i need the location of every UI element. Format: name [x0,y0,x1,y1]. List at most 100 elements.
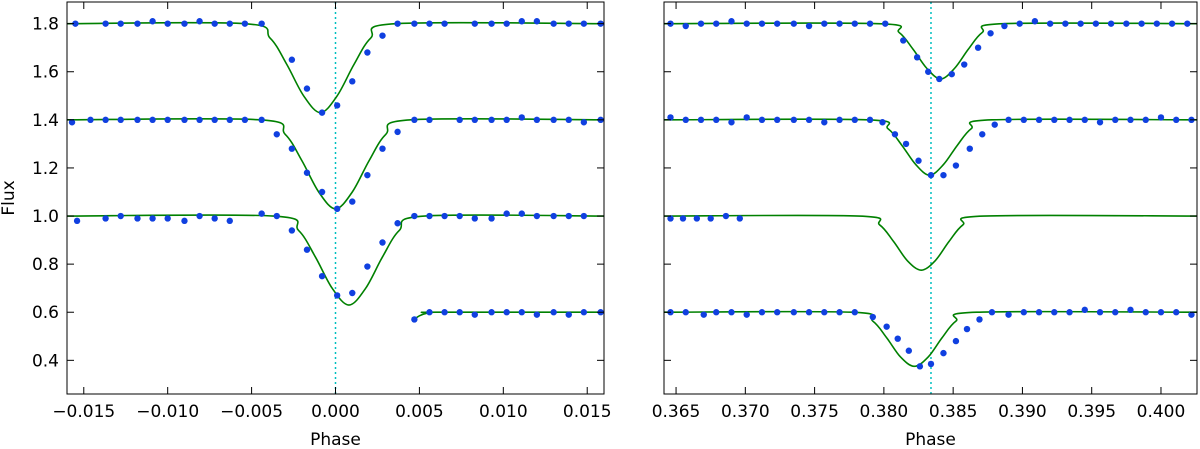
data-point [758,309,766,316]
data-point [905,347,913,354]
data-point [851,309,858,316]
data-point [758,20,766,27]
data-point [790,309,798,316]
data-point [318,272,326,280]
data-point [318,109,326,116]
data-point [441,212,448,220]
data-point [533,18,541,25]
data-point [258,210,265,217]
data-point [821,20,828,27]
data-point [333,102,341,109]
x-tick-label: 0.380 [860,402,909,422]
data-point [1016,20,1023,27]
data-point [471,215,478,222]
x-tick-label: 0.370 [721,402,770,422]
data-point [1112,116,1119,124]
data-point [1081,306,1088,314]
data-point [821,119,828,126]
data-point [211,20,218,27]
x-tick-label: 0.365 [652,402,701,422]
data-point [149,116,156,124]
data-point [518,18,525,25]
data-point [1123,20,1130,27]
data-point [682,116,689,124]
data-point [411,116,418,124]
x-axis-label: Phase [310,430,361,449]
data-point [713,116,720,124]
data-point [1112,309,1119,316]
data-point [1051,116,1058,124]
data-point [1077,20,1084,27]
x-tick-label: −0.015 [52,402,115,422]
data-point [883,323,890,330]
data-point [164,20,171,27]
data-point [211,116,218,124]
data-point [805,309,813,316]
data-point [927,171,935,179]
data-point [915,157,922,164]
data-point [1046,20,1054,27]
plot-frame [663,1,1198,395]
data-point [288,227,296,234]
data-point [1051,309,1058,316]
data-point [743,114,750,121]
data-point [1031,18,1039,25]
data-point [211,215,218,222]
data-point [349,198,356,205]
data-point [426,309,433,316]
data-point [700,311,707,318]
data-point [196,116,203,124]
data-point [1138,20,1145,27]
data-point [364,171,371,179]
data-point [580,119,588,126]
data-point [288,145,296,152]
data-point [303,246,311,253]
x-tick-label: 0.010 [479,402,528,422]
data-point [68,119,76,126]
data-point [988,309,996,316]
data-point [936,75,943,83]
data-point [773,20,781,27]
data-point [966,145,973,152]
data-point [303,169,311,176]
data-point [379,145,386,152]
data-point [441,20,448,27]
data-point [1020,309,1028,316]
x-tick-label: −0.010 [136,402,199,422]
data-point [288,56,296,63]
data-point [1184,20,1191,27]
x-tick-label: 0.005 [395,402,444,422]
data-point [102,116,109,124]
data-point [533,311,541,318]
data-point [1005,311,1012,318]
data-point [1096,119,1104,126]
data-point [580,212,588,220]
data-point [1168,20,1176,27]
data-point [743,20,750,27]
data-point [869,313,876,321]
data-point [181,116,188,124]
data-point [394,220,401,227]
x-tick-label: 0.000 [311,402,360,422]
data-point [164,215,171,222]
data-point [1157,309,1165,316]
data-point [411,316,418,323]
data-point [1157,114,1165,121]
data-point [149,18,156,25]
data-point [73,217,81,225]
data-point [134,116,141,124]
data-point [693,215,701,222]
data-point [349,78,356,85]
data-point [258,20,265,27]
data-point [728,309,735,316]
data-point [181,20,188,27]
y-tick-label: 0.6 [32,303,59,323]
data-point [149,215,156,222]
data-point [790,20,798,27]
model-curve [664,310,1197,368]
data-point [550,20,557,27]
x-tick-label: 0.395 [1067,402,1116,422]
data-point [318,188,326,196]
data-point [991,121,998,128]
